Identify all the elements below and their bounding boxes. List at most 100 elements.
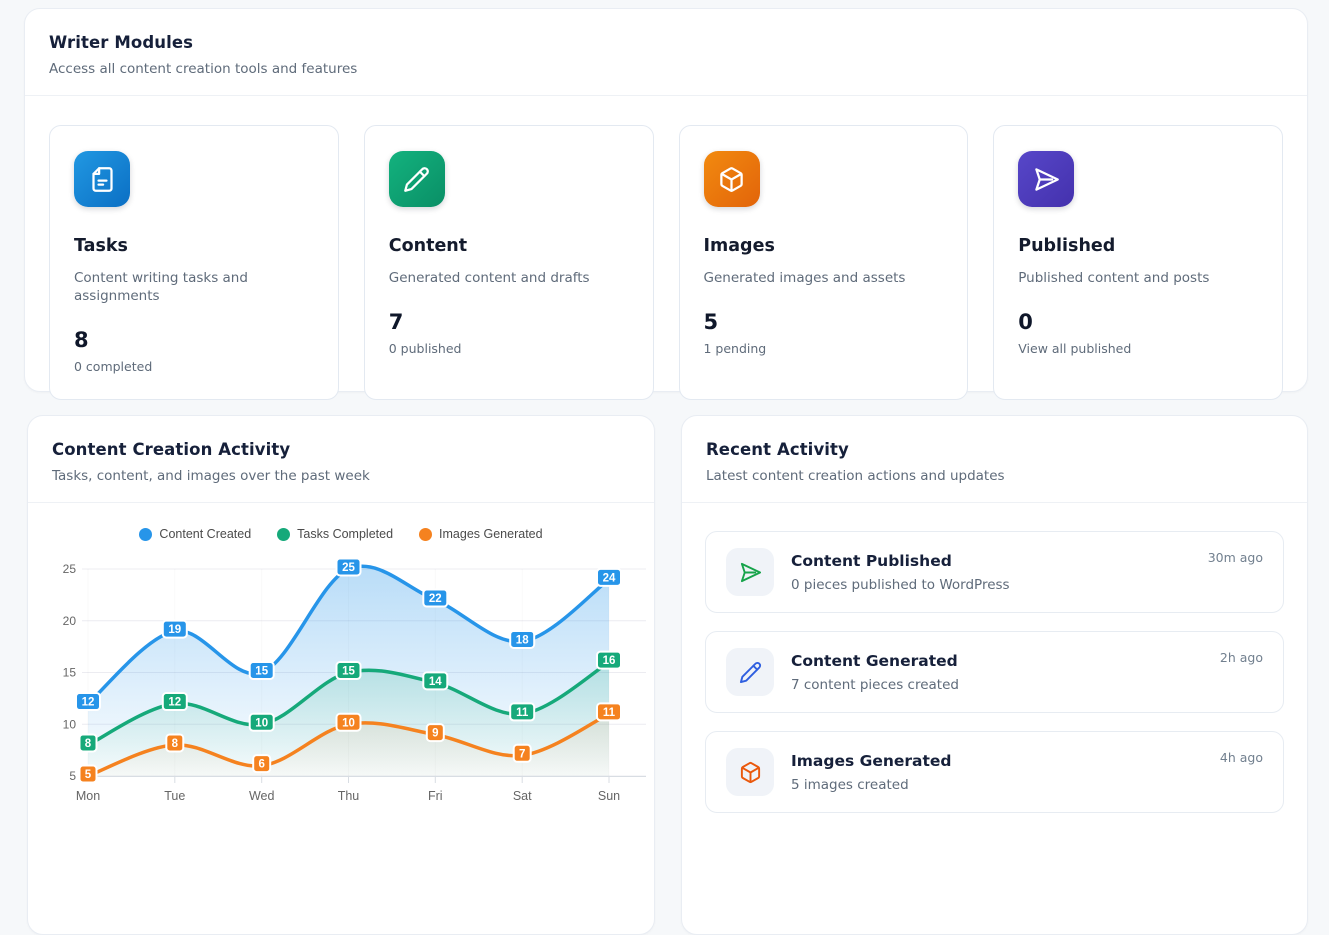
activity-title: Content Generated bbox=[791, 651, 958, 670]
svg-text:Sun: Sun bbox=[598, 789, 620, 803]
svg-text:19: 19 bbox=[168, 624, 181, 636]
module-card-images[interactable]: Images Generated images and assets 5 1 p… bbox=[678, 125, 969, 401]
activity-text: Images Generated 5 images created bbox=[791, 752, 952, 793]
legend-dot bbox=[277, 527, 291, 541]
svg-text:8: 8 bbox=[85, 738, 92, 750]
chart-subtitle: Tasks, content, and images over the past… bbox=[52, 468, 370, 484]
module-description: Generated content and drafts bbox=[388, 270, 590, 286]
svg-text:Tue: Tue bbox=[164, 789, 185, 803]
svg-text:12: 12 bbox=[82, 697, 95, 709]
legend-label: Content Created bbox=[159, 527, 252, 541]
svg-text:20: 20 bbox=[63, 614, 77, 628]
svg-text:14: 14 bbox=[429, 676, 442, 688]
legend-dot bbox=[419, 527, 433, 541]
page-subtitle: Access all content creation tools and fe… bbox=[49, 61, 358, 77]
svg-text:8: 8 bbox=[172, 738, 179, 750]
recent-activity-subtitle: Latest content creation actions and upda… bbox=[706, 468, 1005, 484]
module-description: Published content and posts bbox=[1018, 270, 1210, 286]
module-cards-row: Tasks Content writing tasks and assignme… bbox=[25, 96, 1307, 429]
activity-item-images-generated[interactable]: Images Generated 5 images created 4h ago bbox=[705, 731, 1284, 813]
module-title: Content bbox=[388, 236, 468, 256]
page-title: Writer Modules bbox=[49, 33, 194, 52]
svg-text:15: 15 bbox=[63, 666, 77, 680]
svg-text:9: 9 bbox=[432, 728, 438, 740]
module-count: 5 bbox=[703, 310, 719, 335]
chart-header: Content Creation Activity Tasks, content… bbox=[28, 416, 654, 503]
module-description: Content writing tasks and assignments bbox=[74, 270, 248, 305]
svg-text:25: 25 bbox=[63, 562, 77, 576]
activity-text: Content Generated 7 content pieces creat… bbox=[791, 652, 959, 693]
svg-text:11: 11 bbox=[603, 707, 616, 719]
svg-text:Fri: Fri bbox=[428, 789, 443, 803]
legend-label: Tasks Completed bbox=[297, 527, 394, 541]
module-title: Published bbox=[1018, 236, 1116, 256]
activity-item-content-published[interactable]: Content Published 0 pieces published to … bbox=[705, 531, 1284, 613]
recent-activity-title: Recent Activity bbox=[706, 440, 849, 459]
module-count: 8 bbox=[74, 328, 89, 353]
svg-text:6: 6 bbox=[258, 759, 264, 771]
svg-text:15: 15 bbox=[342, 666, 355, 678]
module-card-content[interactable]: Content Generated content and drafts 7 0… bbox=[363, 125, 654, 401]
recent-activity-header: Recent Activity Latest content creation … bbox=[682, 416, 1307, 503]
svg-text:11: 11 bbox=[516, 707, 529, 719]
recent-activity-panel: Recent Activity Latest content creation … bbox=[681, 415, 1308, 935]
module-title: Tasks bbox=[74, 236, 128, 256]
module-count: 7 bbox=[388, 310, 404, 335]
legend-item[interactable]: Content Created bbox=[139, 527, 251, 541]
activity-timestamp: 30m ago bbox=[1207, 550, 1263, 565]
module-sub-label: 0 completed bbox=[74, 359, 153, 375]
chart-legend: Content Created Tasks Completed Images Gen… bbox=[28, 527, 654, 541]
writer-modules-header: Writer Modules Access all content creati… bbox=[25, 9, 1307, 96]
legend-dot bbox=[139, 527, 153, 541]
svg-text:Sat: Sat bbox=[513, 789, 532, 803]
activity-line-chart[interactable]: 12 19 15 25 22 18 24 8 12 10 15 14 11 16 5 8 6 10 9 7 11 5 10 1… bbox=[28, 547, 654, 827]
activity-text: Content Published 0 pieces published to … bbox=[791, 552, 1010, 593]
module-card-tasks[interactable]: Tasks Content writing tasks and assignme… bbox=[49, 125, 339, 401]
svg-text:Mon: Mon bbox=[76, 789, 100, 803]
svg-text:5: 5 bbox=[69, 769, 76, 783]
svg-text:7: 7 bbox=[519, 748, 525, 760]
module-sub-label: 1 pending bbox=[703, 341, 767, 357]
svg-text:10: 10 bbox=[342, 717, 355, 729]
svg-text:18: 18 bbox=[516, 634, 529, 646]
svg-text:15: 15 bbox=[255, 666, 268, 678]
module-description: Generated images and assets bbox=[703, 270, 906, 286]
send-icon bbox=[1018, 151, 1075, 207]
activity-description: 0 pieces published to WordPress bbox=[791, 576, 1010, 593]
module-count: 0 bbox=[1018, 310, 1033, 335]
content-creation-activity-panel: Content Creation Activity Tasks, content… bbox=[27, 415, 655, 935]
svg-text:22: 22 bbox=[429, 593, 442, 605]
chart-title: Content Creation Activity bbox=[52, 440, 291, 459]
cube-icon bbox=[703, 151, 760, 207]
module-sub-label: View all published bbox=[1018, 341, 1132, 357]
cube-icon bbox=[726, 748, 774, 796]
file-text-icon bbox=[74, 151, 130, 207]
activity-item-content-generated[interactable]: Content Generated 7 content pieces creat… bbox=[705, 631, 1284, 713]
module-card-published[interactable]: Published Published content and posts 0 … bbox=[993, 125, 1283, 401]
writer-modules-panel: Writer Modules Access all content creati… bbox=[24, 8, 1308, 401]
legend-item[interactable]: Images Generated bbox=[419, 527, 543, 541]
activity-list: Content Published 0 pieces published to … bbox=[682, 503, 1307, 841]
activity-timestamp: 4h ago bbox=[1219, 750, 1263, 765]
svg-text:10: 10 bbox=[63, 717, 77, 731]
svg-text:16: 16 bbox=[603, 655, 616, 667]
svg-text:Wed: Wed bbox=[249, 789, 275, 803]
pencil-icon bbox=[388, 151, 445, 207]
legend-item[interactable]: Tasks Completed bbox=[277, 527, 393, 541]
activity-description: 7 content pieces created bbox=[791, 676, 959, 693]
svg-text:10: 10 bbox=[255, 717, 268, 729]
activity-title: Images Generated bbox=[791, 751, 952, 770]
activity-title: Content Published bbox=[791, 551, 952, 570]
svg-text:12: 12 bbox=[168, 697, 181, 709]
module-title: Images bbox=[703, 236, 775, 256]
activity-description: 5 images created bbox=[791, 776, 909, 793]
svg-text:24: 24 bbox=[603, 572, 616, 584]
send-icon bbox=[726, 548, 774, 596]
svg-text:25: 25 bbox=[342, 562, 355, 574]
module-sub-label: 0 published bbox=[388, 341, 462, 357]
svg-text:5: 5 bbox=[85, 769, 92, 781]
pencil-icon bbox=[726, 648, 774, 696]
legend-label: Images Generated bbox=[439, 527, 543, 541]
activity-timestamp: 2h ago bbox=[1219, 650, 1263, 665]
svg-text:Thu: Thu bbox=[338, 789, 360, 803]
